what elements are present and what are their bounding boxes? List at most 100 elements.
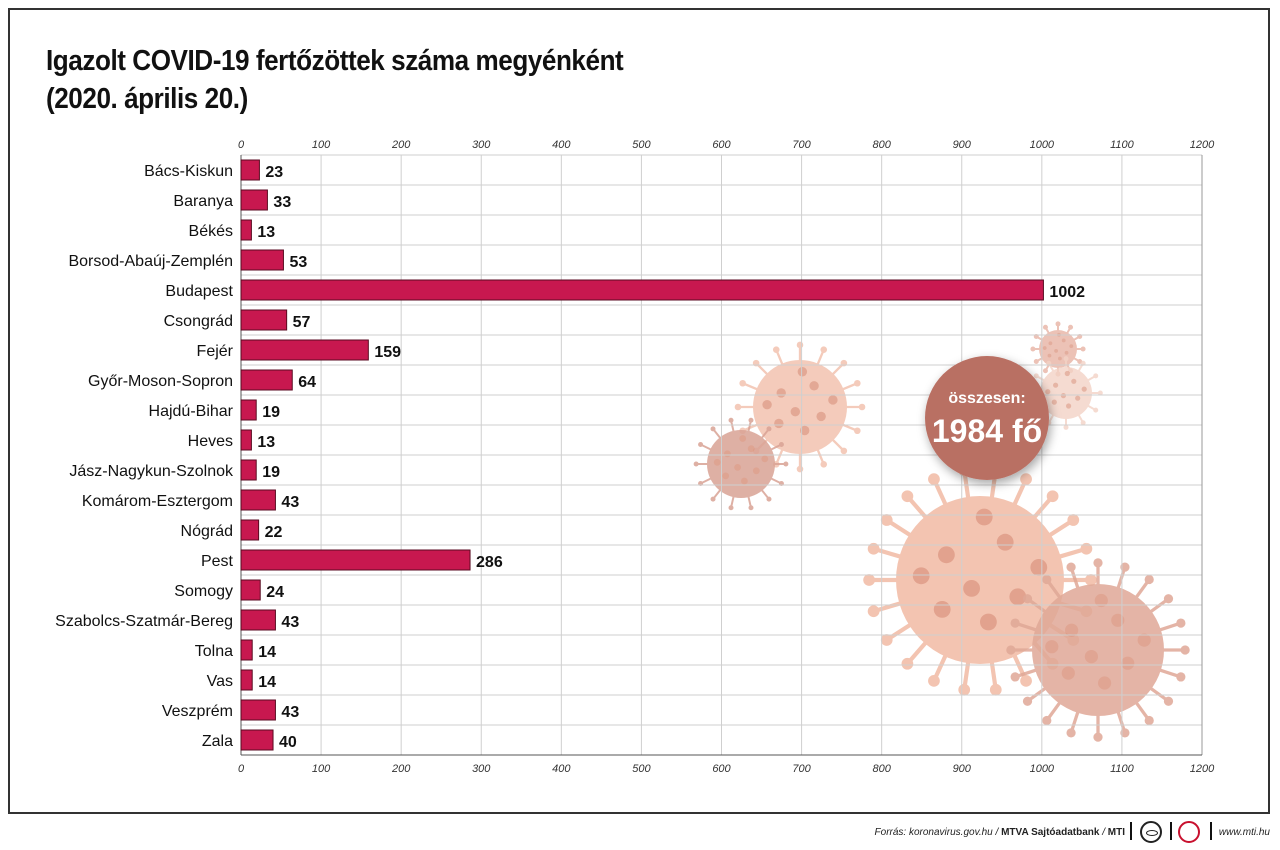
virus-spot bbox=[963, 580, 980, 597]
bar bbox=[240, 639, 253, 661]
virus-spike-tip bbox=[1020, 674, 1032, 687]
virus-spot bbox=[912, 567, 930, 585]
virus-spot bbox=[1098, 676, 1112, 690]
value-label: 53 bbox=[289, 254, 307, 271]
virus-spike-tip bbox=[739, 379, 746, 387]
virus-spike-tip bbox=[778, 442, 784, 448]
value-label: 43 bbox=[281, 704, 299, 721]
separator bbox=[1210, 822, 1212, 840]
value-label: 43 bbox=[281, 494, 299, 511]
virus-spike-tip bbox=[1080, 542, 1093, 555]
virus-spike-tip bbox=[1120, 562, 1130, 572]
website-link[interactable]: www.mti.hu bbox=[1218, 827, 1270, 838]
virus-spot bbox=[1121, 656, 1135, 670]
x-tick-label: 1100 bbox=[1110, 763, 1135, 775]
value-label: 13 bbox=[257, 224, 275, 241]
bar bbox=[240, 519, 260, 541]
virus-icon bbox=[1029, 356, 1103, 430]
virus-body bbox=[896, 496, 1064, 664]
bar bbox=[240, 219, 252, 241]
virus-spike-tip bbox=[928, 473, 940, 486]
virus-spot bbox=[1048, 341, 1053, 346]
x-tick-label: 1200 bbox=[1190, 139, 1215, 151]
x-tick-label: 100 bbox=[312, 139, 331, 151]
virus-spot bbox=[1071, 378, 1077, 384]
virus-spike-tip bbox=[867, 542, 880, 555]
virus-spot bbox=[1060, 393, 1066, 399]
virus-spike-tip bbox=[1042, 324, 1048, 330]
virus-spot bbox=[734, 464, 741, 471]
value-label: 14 bbox=[258, 644, 276, 661]
x-tick-label: 1100 bbox=[1110, 139, 1135, 151]
virus-spot bbox=[1084, 650, 1098, 664]
virus-spike-tip bbox=[1144, 574, 1154, 585]
virus-spot bbox=[996, 533, 1014, 551]
x-tick-label: 1000 bbox=[1030, 763, 1055, 775]
virus-spike-tip bbox=[734, 403, 742, 411]
category-label: Jász-Nagykun-Szolnok bbox=[69, 463, 234, 480]
x-tick-label: 800 bbox=[872, 763, 891, 775]
virus-spike-tip bbox=[1144, 715, 1154, 726]
x-tick-label: 700 bbox=[792, 763, 811, 775]
virus-spot bbox=[828, 395, 838, 405]
value-label: 14 bbox=[258, 674, 276, 691]
virus-spike-tip bbox=[1068, 324, 1074, 330]
total-value: 1984 fő bbox=[932, 413, 1042, 449]
virus-spot bbox=[975, 508, 993, 526]
x-tick-label: 700 bbox=[792, 139, 811, 151]
virus-spike-tip bbox=[863, 574, 875, 586]
value-label: 23 bbox=[265, 164, 283, 181]
virus-spot bbox=[809, 381, 819, 391]
virus-spike-tip bbox=[748, 417, 754, 423]
x-axis-ticks: 0 0 100 100 200 200 300 300 400 400 500 500 600 600 70… bbox=[238, 139, 1215, 775]
source-prefix: Forrás: koronavirus.gov.hu / bbox=[874, 827, 1002, 838]
category-label: Tolna bbox=[195, 643, 233, 660]
virus-spike-tip bbox=[901, 657, 914, 670]
value-label: 40 bbox=[279, 734, 297, 751]
x-tick-label: 900 bbox=[953, 139, 972, 151]
x-tick-label: 600 bbox=[712, 139, 731, 151]
virus-spike-tip bbox=[1042, 715, 1052, 726]
separator bbox=[1130, 822, 1132, 840]
category-label: Hajdú-Bihar bbox=[149, 403, 234, 420]
category-label: Vas bbox=[207, 673, 233, 690]
virus-spike-tip bbox=[1163, 594, 1174, 604]
virus-spot bbox=[1053, 382, 1059, 388]
category-label: Komárom-Esztergom bbox=[82, 493, 233, 510]
virus-spot bbox=[1081, 386, 1087, 392]
x-tick-label: 500 bbox=[632, 763, 651, 775]
virus-spot bbox=[1064, 370, 1070, 377]
virus-spike-tip bbox=[1030, 346, 1036, 352]
value-label: 43 bbox=[281, 614, 299, 631]
virus-spike-tip bbox=[1066, 562, 1076, 572]
category-label: Borsod-Abaúj-Zemplén bbox=[68, 253, 233, 270]
virus-spike-tip bbox=[1010, 672, 1020, 682]
category-label: Bács-Kiskun bbox=[144, 163, 233, 180]
virus-spike-tip bbox=[1042, 574, 1052, 585]
virus-spot bbox=[1064, 350, 1069, 355]
value-label: 22 bbox=[265, 524, 283, 541]
x-tick-label: 600 bbox=[712, 763, 731, 775]
bar bbox=[240, 369, 293, 391]
chart-title: Igazolt COVID-19 fertőzöttek száma megyé… bbox=[46, 42, 624, 118]
category-label: Baranya bbox=[173, 193, 233, 210]
bar bbox=[240, 189, 268, 211]
virus-spike-tip bbox=[766, 496, 772, 502]
category-label: Csongrád bbox=[164, 313, 233, 330]
bar bbox=[240, 729, 274, 751]
bar bbox=[240, 669, 253, 691]
bar bbox=[240, 309, 288, 331]
virus-spike-tip bbox=[693, 461, 699, 467]
value-label: 286 bbox=[476, 554, 503, 571]
category-label: Somogy bbox=[174, 583, 233, 600]
virus-spot bbox=[762, 399, 772, 410]
x-tick-label: 200 bbox=[391, 139, 411, 151]
virus-spot bbox=[1066, 403, 1072, 409]
virus-spike-tip bbox=[1093, 407, 1099, 413]
source-suffix: / bbox=[1099, 827, 1108, 838]
source-mti: MTI bbox=[1107, 827, 1125, 838]
virus-spike-tip bbox=[820, 461, 828, 468]
virus-spike-tip bbox=[710, 426, 716, 432]
value-label: 159 bbox=[374, 344, 401, 361]
virus-spot bbox=[722, 472, 730, 480]
